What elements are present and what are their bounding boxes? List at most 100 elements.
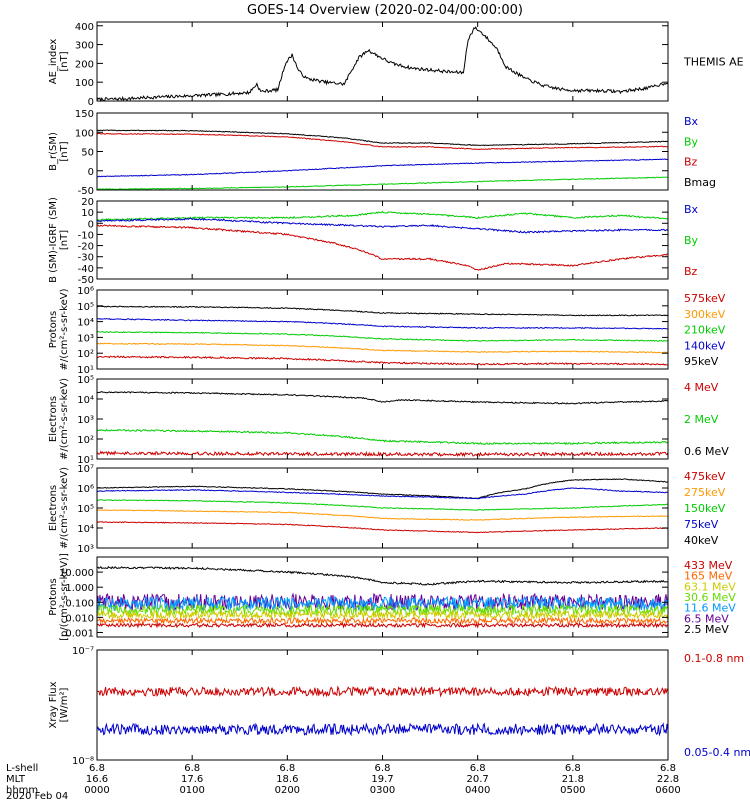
panel-4-series-5 [96,355,669,366]
panel-8: 10⁻⁸ 10⁻⁷ Xray Flux[W/m²] 0.1-0.8 nm 0.05-0.… [48,646,750,767]
xaxis-tick-label: 6.8 [470,763,486,774]
xaxis-row-label: L-shell [6,763,38,774]
panel-1-frame [96,21,669,102]
panel-6-series-5 [96,521,669,534]
panel-6-legend-3: 150keV [684,502,726,515]
panel-5-ylabel: Electrons#/(cm²-s-sr-keV) [48,378,70,460]
panel-7-ytick-label: 0.100 [65,598,94,609]
panel-5-ytick-label: 10⁴ [77,395,94,406]
xaxis-row-label: hhmm [6,785,38,796]
panel-7-series-5 [96,609,669,621]
xaxis-tick-label: 6.8 [184,763,200,774]
panel-4-legend-4: 140keV [684,339,726,352]
xaxis-tick-label: 0500 [560,785,585,796]
panel-7-series-6 [96,616,669,626]
panel-3-ylabel: B (SM)-IGRF (SM)[nT] [48,197,70,283]
panel-3-ytick-label: -50 [78,275,94,286]
panel-7-legend-3: 63.1 MeV [684,580,736,593]
panel-8-ylabel: Xray Flux[W/m²] [48,681,70,728]
panel-4-ytick-label: 10⁶ [77,286,94,297]
panel-4-series-2 [96,317,669,330]
panel-2-ytick-label: 100 [75,128,94,139]
panel-2: -50 0 50 100 150 B_r(SM)[nT] Bx By Bz Bmag [48,109,716,197]
panel-5-series-1 [96,391,669,405]
panel-4-ytick-label: 10¹ [77,365,94,376]
panel-1-ytick-label: 300 [75,41,94,52]
panel-6-ytick-label: 10³ [77,544,94,555]
panel-5-series-2 [96,428,668,446]
panel-3-ytick-label: -20 [78,242,94,253]
xaxis-date: 2020 Feb 04 [6,791,68,800]
panel-2-ytick-label: 50 [81,148,94,159]
panel-7-series-4 [96,603,669,617]
panel-6-ylabel: Electrons#/(cm²-s-sr-keV) [48,467,70,549]
panel-4-legend-2: 300keV [684,308,726,321]
panel-7-legend-7: 2.5 MeV [684,623,729,636]
panel-7-ylabel: Protons[p/(cm²-s-sr-keV)] [48,553,70,641]
panel-8-legend-1: 0.1-0.8 nm [684,652,744,665]
panel-7-series-3 [96,595,669,613]
time-axis: L-shell 6.8 6.8 6.8 6.8 6.8 6.8 6.8 MLT 16.6 17.6 1… [6,763,681,800]
xaxis-tick-label: 0100 [179,785,204,796]
xaxis-tick-label: 20.7 [467,774,489,785]
panel-1: 0 100 200 300 400 AE_index[nT] THEMIS AE [48,21,744,108]
panel-2-legend-3: Bz [684,156,698,169]
panel-1-legend-1: THEMIS AE [683,56,744,69]
panel-2-series-3 [96,158,669,178]
panel-6-legend-1: 475keV [684,470,726,483]
panel-5-ytick-label: 10³ [77,415,94,426]
panel-6-series-2 [96,487,669,500]
panel-6-legend-4: 75keV [684,518,719,531]
xaxis-row-label: MLT [6,774,26,785]
panel-4-ytick-label: 10⁵ [77,302,94,313]
panel-7-legend-4: 30.6 MeV [684,591,736,604]
panel-2-ylabel: B_r(SM)[nT] [48,132,70,171]
panel-7-legend-1: 433 MeV [684,559,733,572]
panel-3-ytick-label: -30 [78,253,94,264]
panel-6-series-3 [96,499,669,511]
panel-6-ytick-label: 10⁷ [77,464,94,475]
xaxis-tick-label: 18.6 [276,774,298,785]
panel-2-series-1 [96,129,668,147]
xaxis-tick-label: 0400 [465,785,490,796]
panel-3-series-2 [96,217,669,234]
panel-2-frame [96,112,669,191]
panel-7-series-1 [96,565,669,586]
panel-6-series-4 [97,509,668,521]
panel-2-ytick-label: 0 [88,167,94,178]
xaxis-tick-label: 6.8 [660,763,676,774]
panel-5-ytick-label: 10¹ [77,455,94,466]
panel-5-frame [96,378,669,460]
panel-2-legend-4: Bmag [684,176,716,189]
xaxis-tick-label: 6.8 [89,763,105,774]
panel-4-ylabel: Protons#/(cm²-s-sr-keV) [48,288,70,370]
panel-2-series-2 [96,132,669,151]
panel-5-legend-3: 0.6 MeV [684,445,729,458]
panel-8-series-2 [96,722,669,737]
panel-1-ytick-label: 0 [88,97,94,108]
panel-6-legend-2: 275keV [684,486,726,499]
panel-5-legend-2: 2 MeV [684,413,719,426]
panel-8-ytick-label: 10⁻⁸ [72,756,94,767]
panel-3-ytick-label: 20 [81,197,94,208]
panel-1-ytick-label: 400 [75,22,94,33]
panel-4-series-3 [96,331,669,342]
panel-7-ytick-label: 0.001 [65,628,94,639]
panel-7: 0.001 0.010 0.100 1.000 10.000Protons[p/(cm²… [48,553,736,641]
panel-6-ytick-label: 10⁶ [77,484,94,495]
panel-3-ytick-label: -10 [78,230,94,241]
panel-2-ytick-label: 150 [75,109,94,120]
xaxis-tick-label: 6.8 [375,763,391,774]
panel-6: 10³ 10⁴ 10⁵ 10⁶ 10⁷ Electrons#/(cm²-s-sr-keV)… [48,464,726,555]
panel-7-ytick-label: 0.010 [65,613,94,624]
panel-6-ytick-label: 10⁴ [77,524,94,535]
panel-8-series-1 [97,685,669,698]
panel-3-legend-2: By [684,234,699,247]
panel-5-ytick-label: 10⁵ [77,375,94,386]
panel-6-legend-5: 40keV [684,534,719,547]
panel-3-frame [96,200,669,280]
panel-5-ytick-label: 10² [77,435,94,446]
panel-8-frame [96,649,669,761]
